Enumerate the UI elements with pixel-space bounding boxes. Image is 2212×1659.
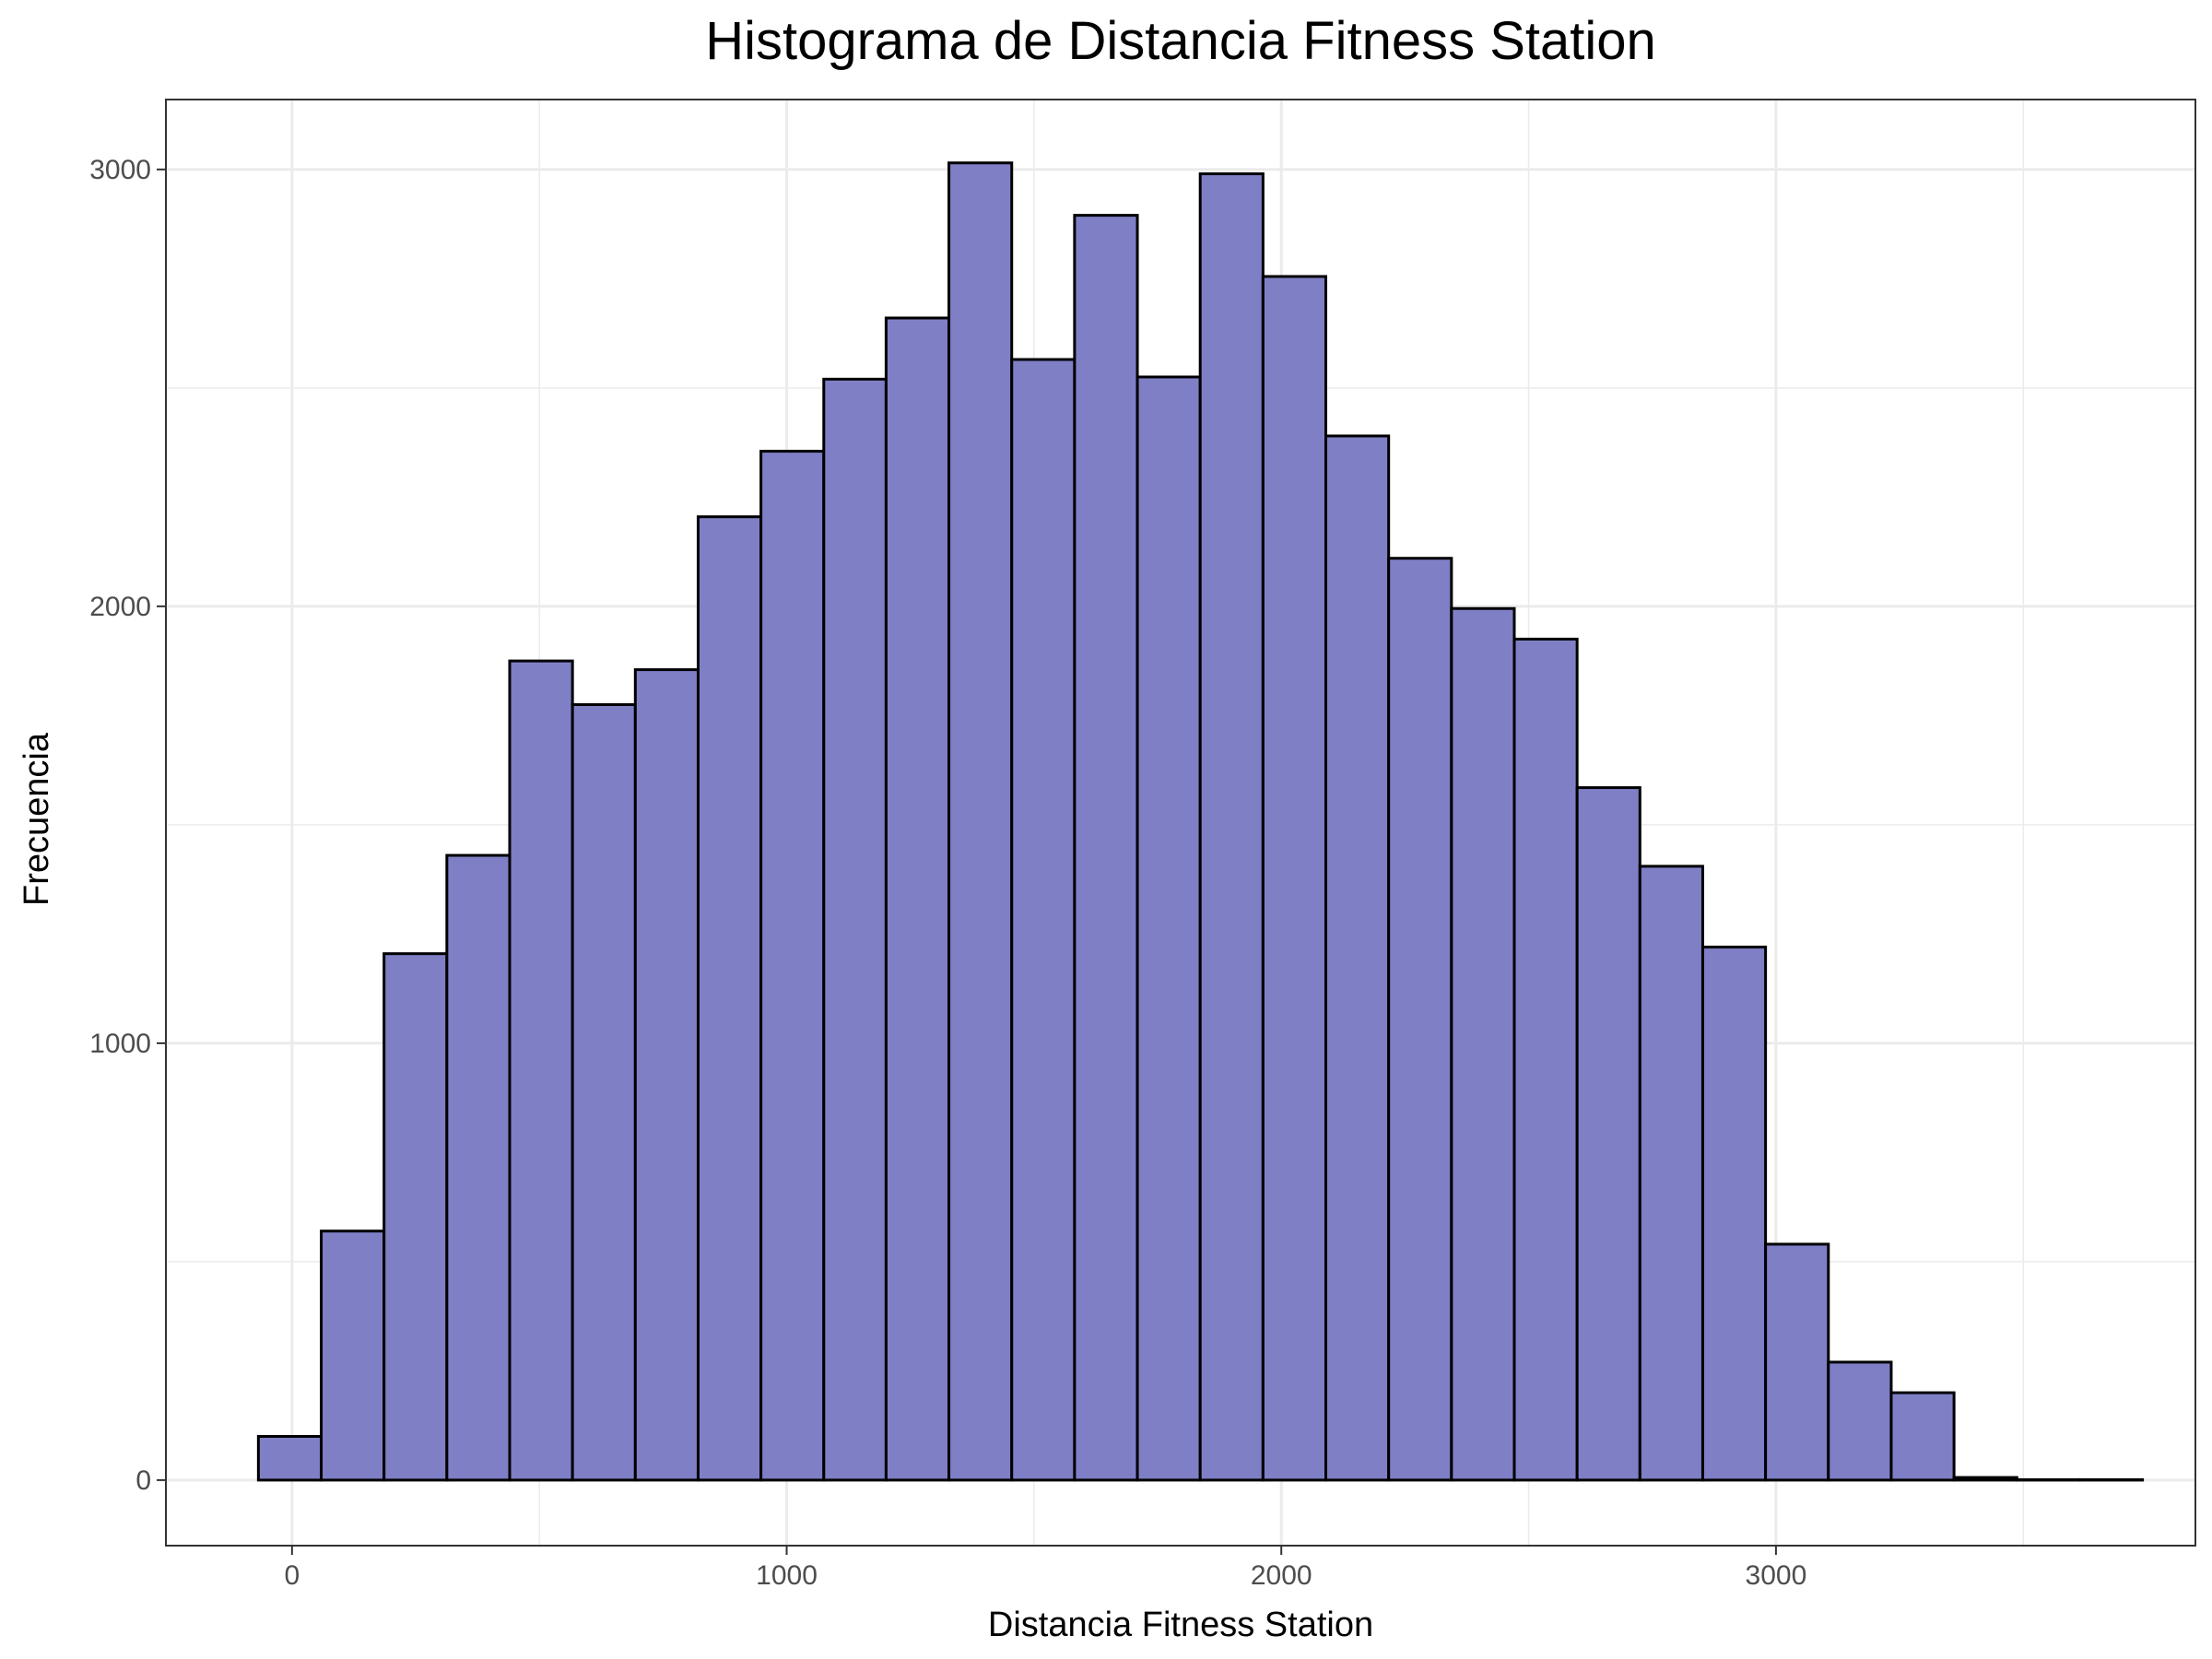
histogram-bar-15 <box>1198 172 1265 1482</box>
histogram-bar-12 <box>1010 358 1077 1482</box>
histogram-bar-13 <box>1073 214 1139 1482</box>
x-tick-label-3: 3000 <box>1746 1560 1807 1591</box>
histogram-bar-6 <box>633 668 700 1482</box>
histogram-bar-21 <box>1575 786 1641 1482</box>
histogram-bar-9 <box>822 377 888 1482</box>
histogram-bar-18 <box>1387 557 1453 1482</box>
x-tick-labels: 0 1000 2000 3000 <box>285 1560 1807 1591</box>
histogram-bar-8 <box>759 450 826 1482</box>
histogram-bar-20 <box>1512 637 1579 1482</box>
histogram-bar-11 <box>947 161 1014 1482</box>
histogram-bar-4 <box>508 659 574 1482</box>
histogram-bar-16 <box>1261 275 1328 1482</box>
histogram-bars <box>256 161 2145 1482</box>
x-axis-title: Distancia Fitness Station <box>988 1606 1373 1644</box>
histogram-bar-29 <box>2077 1477 2145 1482</box>
y-axis-title: Frecuencia <box>18 732 56 906</box>
x-tick-label-2: 2000 <box>1251 1560 1312 1591</box>
histogram-bar-10 <box>884 316 951 1482</box>
y-tick-labels: 0 1000 2000 3000 <box>89 155 151 1496</box>
histogram-bar-19 <box>1450 606 1516 1482</box>
axis-ticks <box>157 168 1777 1555</box>
histogram-bar-28 <box>2015 1477 2081 1482</box>
y-tick-label-3: 3000 <box>89 155 151 185</box>
histogram-bar-24 <box>1764 1242 1830 1482</box>
y-tick-label-2: 2000 <box>89 592 151 622</box>
panel-border <box>165 99 2196 1547</box>
y-tick-label-1: 1000 <box>89 1029 151 1059</box>
x-tick-label-1: 1000 <box>756 1560 818 1591</box>
histogram-bar-5 <box>571 703 637 1482</box>
histogram-bar-0 <box>256 1434 324 1482</box>
histogram-bar-2 <box>382 952 449 1482</box>
y-tick-label-0: 0 <box>135 1465 151 1496</box>
histogram-bar-3 <box>445 853 512 1482</box>
histogram-bar-27 <box>1952 1476 2018 1482</box>
histogram-bar-23 <box>1700 946 1768 1482</box>
histogram-bar-1 <box>320 1230 386 1482</box>
histogram-bar-26 <box>1889 1391 1956 1482</box>
histogram-bar-14 <box>1135 375 1202 1482</box>
histogram-bar-17 <box>1324 434 1391 1482</box>
histogram-bar-22 <box>1638 865 1704 1482</box>
histogram-bar-7 <box>696 515 763 1482</box>
chart-title: Histograma de Distancia Fitness Station <box>705 11 1656 71</box>
x-tick-label-0: 0 <box>285 1560 300 1591</box>
histogram-bar-25 <box>1827 1360 1893 1482</box>
